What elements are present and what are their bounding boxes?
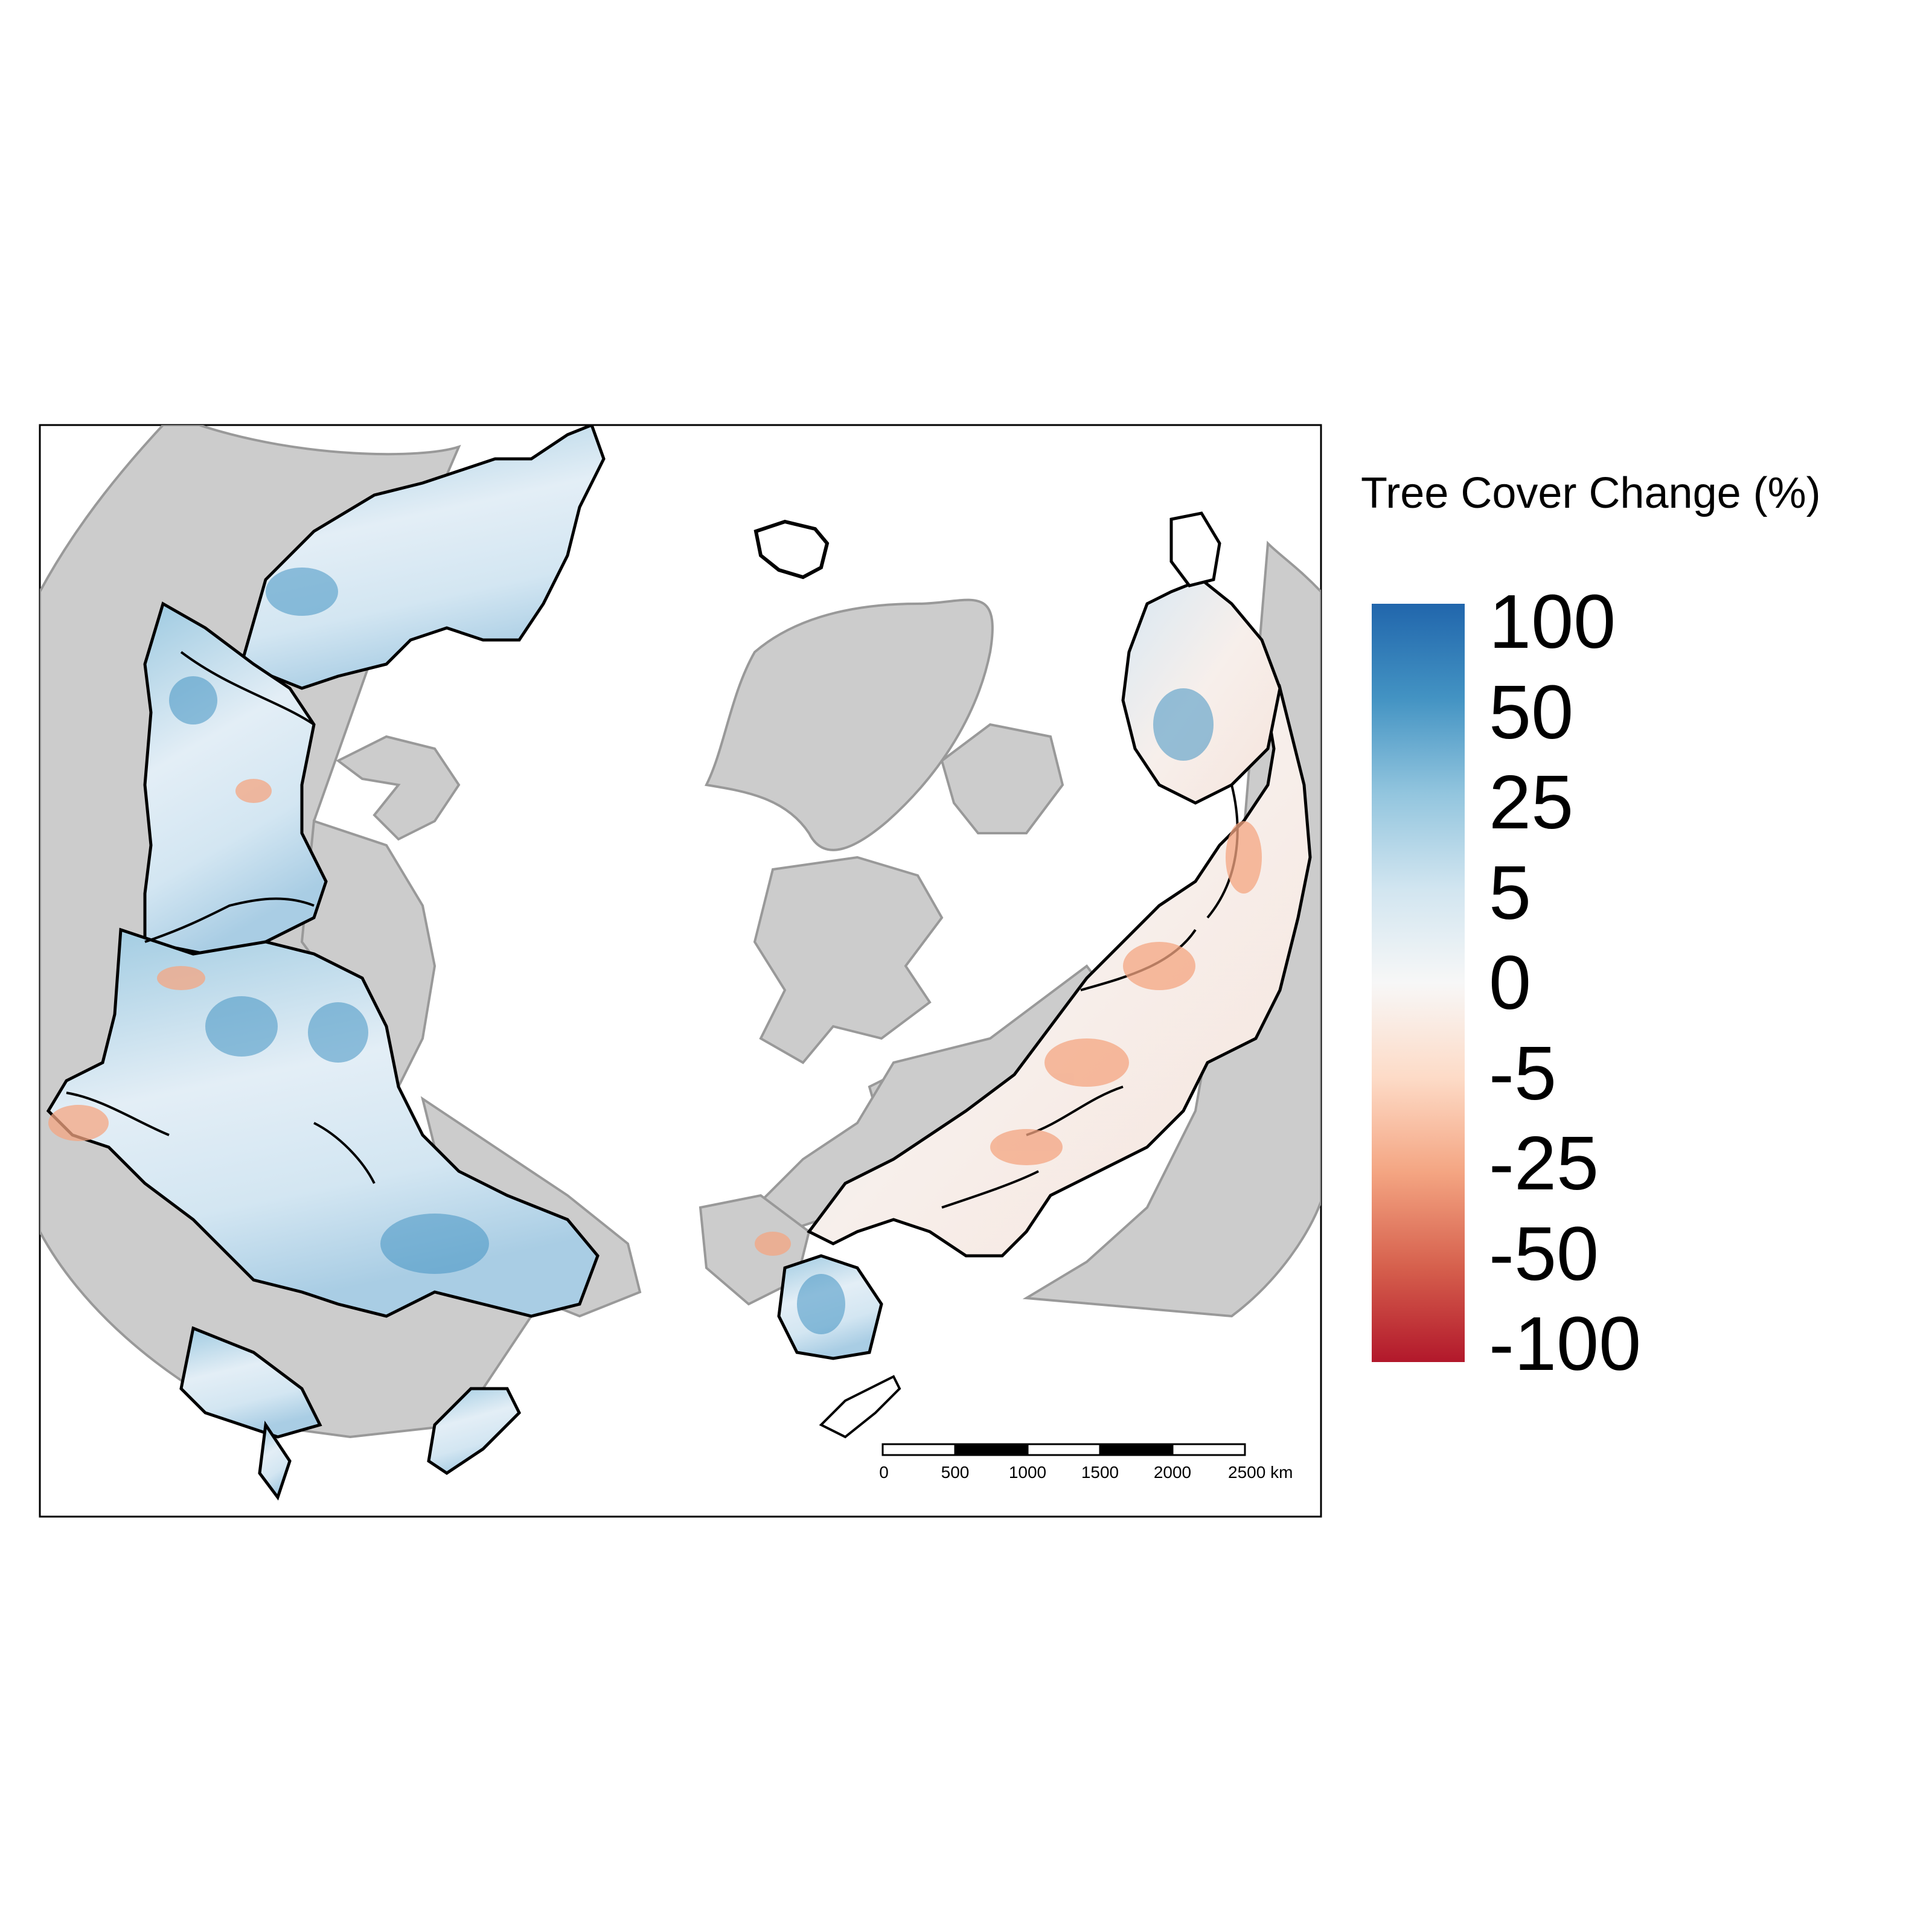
legend-tick-label: 25 [1489, 760, 1574, 845]
na-aleutian [819, 1375, 901, 1439]
scale-bar-segment [954, 1443, 1029, 1456]
land-mass-outer-right [1022, 540, 1321, 1318]
scale-bar-label: 2500 km [1228, 1463, 1293, 1482]
scale-bar-label: 2000 [1154, 1463, 1191, 1482]
legend-title: Tree Cover Change (%) [1361, 469, 1821, 517]
legend-color-bar [1372, 604, 1465, 1362]
novaya-zemlya [336, 735, 461, 841]
legend-tick-label: -5 [1489, 1030, 1557, 1116]
eurasia-ecoregion-lines [66, 651, 376, 1184]
legend-tick-label: 5 [1489, 849, 1532, 935]
scale-bar-segment [881, 1443, 956, 1456]
scale-bar-label: 1000 [1009, 1463, 1046, 1482]
legend-tick-label: 100 [1489, 579, 1616, 664]
na-boreal-newfoundland [1169, 511, 1221, 587]
scale-bar: 0 500 1000 1500 2000 2500 km [879, 1443, 1293, 1482]
scale-bar-label: 500 [941, 1463, 970, 1482]
legend-tick-label: -25 [1489, 1121, 1599, 1206]
arctic-island-a [940, 723, 1064, 834]
legend-tick-label: -100 [1489, 1301, 1642, 1386]
scale-bar-segment [1099, 1443, 1174, 1456]
increase-patches [169, 568, 1214, 1334]
arctic-archipelago [753, 856, 944, 1064]
scale-bar-label: 0 [879, 1463, 889, 1482]
kamchatka-boreal [427, 1387, 522, 1476]
decrease-patches [48, 779, 1262, 1256]
eurasia-boreal-west [239, 425, 606, 690]
svalbard [753, 519, 830, 580]
scale-bar-label: 1500 [1081, 1463, 1119, 1482]
eurasia-boreal-east [179, 1326, 322, 1439]
legend-tick-label: 0 [1489, 940, 1532, 1025]
scale-bar-segment [1171, 1443, 1246, 1456]
legend-tick-label: 50 [1489, 669, 1574, 755]
scale-bar-segment [1026, 1443, 1101, 1456]
greenland [705, 598, 994, 851]
sakhalin-boreal [258, 1421, 292, 1501]
legend-tick-label: -50 [1489, 1211, 1599, 1296]
